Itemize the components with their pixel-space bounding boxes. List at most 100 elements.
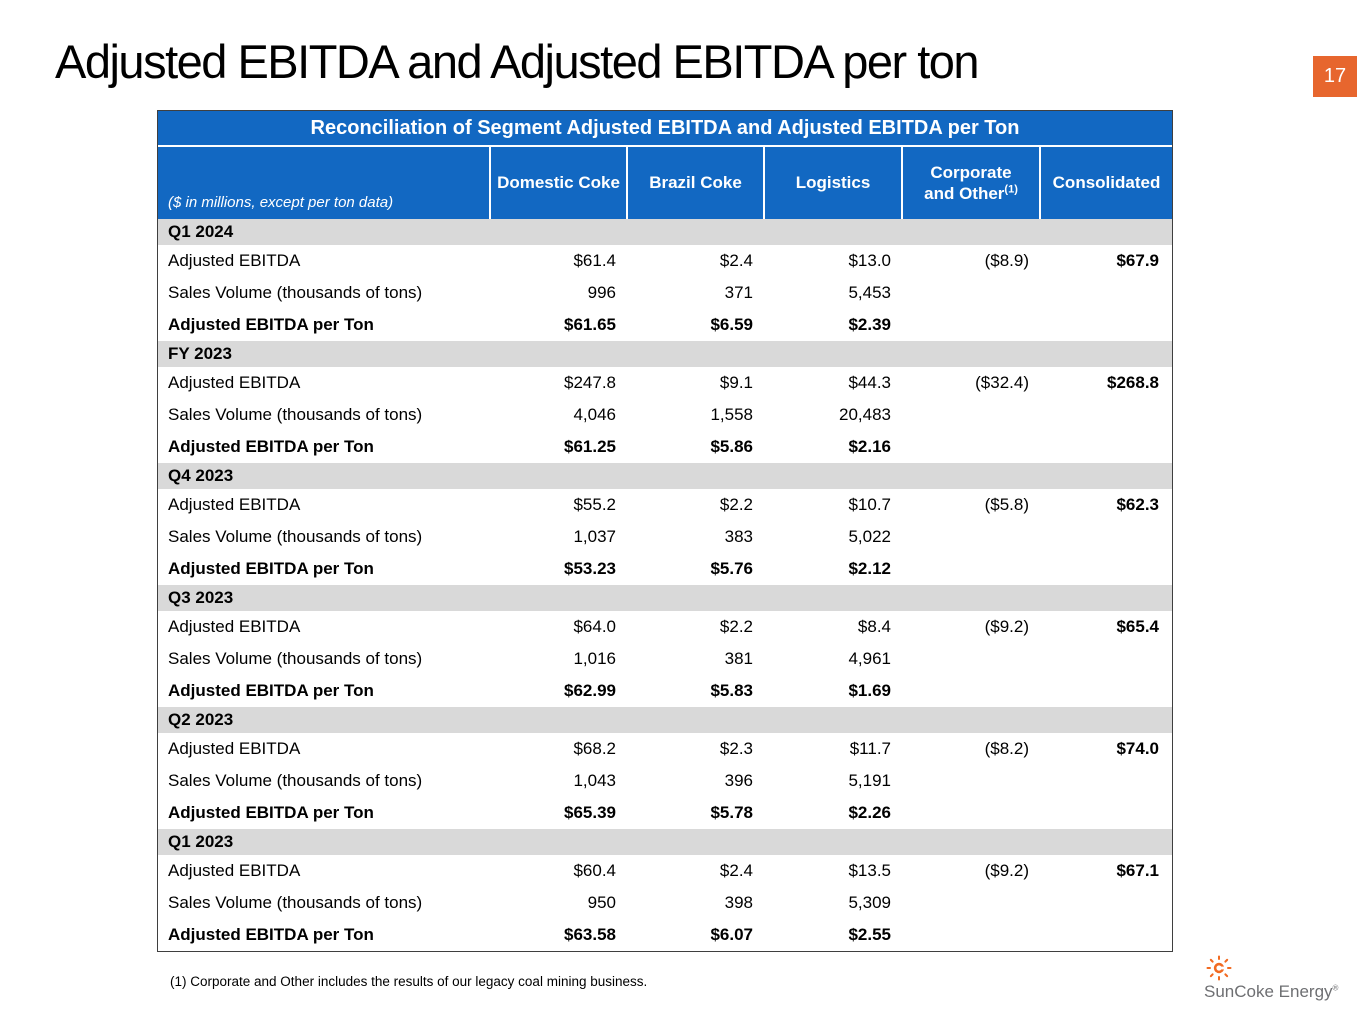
value-cell: $62.3: [1116, 495, 1159, 514]
value-cell: [901, 431, 1039, 463]
value-cell: 4,046: [573, 405, 616, 424]
value-cell: [1039, 797, 1172, 829]
column-header-row: ($ in millions, except per ton data) Dom…: [158, 147, 1172, 219]
value-cell: 1,016: [573, 649, 616, 668]
value-cell: [1039, 919, 1172, 951]
value-cell: $11.7: [849, 739, 891, 758]
value-cell: ($32.4): [975, 373, 1029, 392]
value-cell: [901, 919, 1039, 951]
value-cell: $9.1: [719, 373, 753, 392]
table-row: Adjusted EBITDA $247.8 $9.1 $44.3 ($32.4) $26…: [158, 367, 1172, 399]
value-cell: $10.7: [848, 495, 891, 514]
table-row: Sales Volume (thousands of tons) 950 398 5,…: [158, 887, 1172, 919]
value-cell: 1,558: [710, 405, 753, 424]
table-row: Adjusted EBITDA per Ton $65.39 $5.78 $2.26: [158, 797, 1172, 829]
table-row: Adjusted EBITDA $61.4 $2.4 $13.0 ($8.9) $67.9: [158, 245, 1172, 277]
column-header-brazil-coke: Brazil Coke: [626, 147, 763, 219]
value-cell: [1039, 675, 1172, 707]
value-cell: [1039, 431, 1172, 463]
table-row: Adjusted EBITDA $68.2 $2.3 $11.7 ($8.2) $74.0: [158, 733, 1172, 765]
table-row: Sales Volume (thousands of tons) 1,016 381…: [158, 643, 1172, 675]
value-cell: $6.07: [710, 925, 753, 944]
section-header: FY 2023: [158, 341, 1172, 367]
value-cell: 1,037: [573, 527, 616, 546]
logo-name: SunCoke Energy: [1204, 982, 1333, 1001]
row-label: Adjusted EBITDA: [168, 495, 301, 514]
value-cell: [901, 675, 1039, 707]
row-label: Adjusted EBITDA per Ton: [168, 803, 374, 822]
value-cell: [1039, 399, 1172, 431]
value-cell: $5.83: [710, 681, 753, 700]
row-label: Sales Volume (thousands of tons): [168, 527, 423, 546]
value-cell: 5,309: [848, 893, 891, 912]
value-cell: $44.3: [848, 373, 891, 392]
section-header: Q1 2024: [158, 219, 1172, 245]
value-cell: $2.55: [848, 925, 891, 944]
value-cell: $61.65: [564, 315, 616, 334]
value-cell: $2.3: [719, 739, 753, 758]
value-cell: 371: [724, 283, 753, 302]
value-cell: ($8.2): [984, 739, 1029, 758]
value-cell: 4,961: [848, 649, 891, 668]
value-cell: [1039, 765, 1172, 797]
row-label: Sales Volume (thousands of tons): [168, 283, 423, 302]
section-header: Q4 2023: [158, 463, 1172, 489]
value-cell: 996: [587, 283, 616, 302]
value-cell: [901, 399, 1039, 431]
value-cell: [1039, 643, 1172, 675]
value-cell: 396: [724, 771, 753, 790]
value-cell: [901, 277, 1039, 309]
value-cell: $2.12: [848, 559, 891, 578]
row-label: Sales Volume (thousands of tons): [168, 405, 423, 424]
value-cell: $60.4: [573, 861, 616, 880]
value-cell: $1.69: [848, 681, 891, 700]
value-cell: $61.4: [573, 251, 616, 270]
value-cell: [1039, 521, 1172, 553]
sunburst-icon: [1206, 955, 1232, 981]
table-row: Adjusted EBITDA per Ton $61.25 $5.86 $2.16: [158, 431, 1172, 463]
value-cell: $63.58: [564, 925, 616, 944]
value-cell: $55.2: [573, 495, 616, 514]
value-cell: $2.16: [848, 437, 891, 456]
row-label: Sales Volume (thousands of tons): [168, 893, 423, 912]
value-cell: $8.4: [857, 617, 891, 636]
value-cell: [1039, 309, 1172, 341]
table-row: Adjusted EBITDA $60.4 $2.4 $13.5 ($9.2) $67.1: [158, 855, 1172, 887]
value-cell: $2.39: [848, 315, 891, 334]
column-header-consolidated: Consolidated: [1039, 147, 1172, 219]
value-cell: $6.59: [710, 315, 753, 334]
column-header-corporate-and-other: Corporate and Other(1): [901, 147, 1039, 219]
value-cell: $2.2: [719, 495, 753, 514]
corporate-header-text: Corporate and Other(1): [917, 162, 1025, 205]
row-label: Adjusted EBITDA per Ton: [168, 681, 374, 700]
table-row: Adjusted EBITDA $64.0 $2.2 $8.4 ($9.2) $65.4: [158, 611, 1172, 643]
unit-note: ($ in millions, except per ton data): [168, 194, 394, 212]
row-label: Adjusted EBITDA: [168, 373, 301, 392]
registered-mark: ®: [1332, 983, 1339, 993]
suncoke-energy-logo: SunCoke Energy®: [1204, 955, 1338, 1002]
value-cell: 1,043: [573, 771, 616, 790]
row-label: Adjusted EBITDA per Ton: [168, 315, 374, 334]
table-row: Adjusted EBITDA per Ton $53.23 $5.76 $2.12: [158, 553, 1172, 585]
reconciliation-table: Reconciliation of Segment Adjusted EBITD…: [157, 110, 1173, 952]
row-label: Sales Volume (thousands of tons): [168, 771, 423, 790]
table-title: Reconciliation of Segment Adjusted EBITD…: [158, 111, 1172, 147]
value-cell: $2.2: [719, 617, 753, 636]
value-cell: 20,483: [839, 405, 891, 424]
value-cell: $2.26: [848, 803, 891, 822]
value-cell: $5.76: [710, 559, 753, 578]
value-cell: $5.78: [710, 803, 753, 822]
value-cell: [901, 887, 1039, 919]
value-cell: 950: [587, 893, 616, 912]
value-cell: 5,453: [848, 283, 891, 302]
table-row: Adjusted EBITDA per Ton $63.58 $6.07 $2.55: [158, 919, 1172, 951]
value-cell: [1039, 887, 1172, 919]
table-row: Adjusted EBITDA per Ton $61.65 $6.59 $2.39: [158, 309, 1172, 341]
value-cell: ($5.8): [984, 495, 1029, 514]
value-cell: $13.5: [848, 861, 891, 880]
table-row: Sales Volume (thousands of tons) 1,043 396…: [158, 765, 1172, 797]
row-label: Adjusted EBITDA per Ton: [168, 925, 374, 944]
logo-wordmark: SunCoke Energy®: [1204, 982, 1338, 1002]
value-cell: [901, 643, 1039, 675]
value-cell: [901, 797, 1039, 829]
